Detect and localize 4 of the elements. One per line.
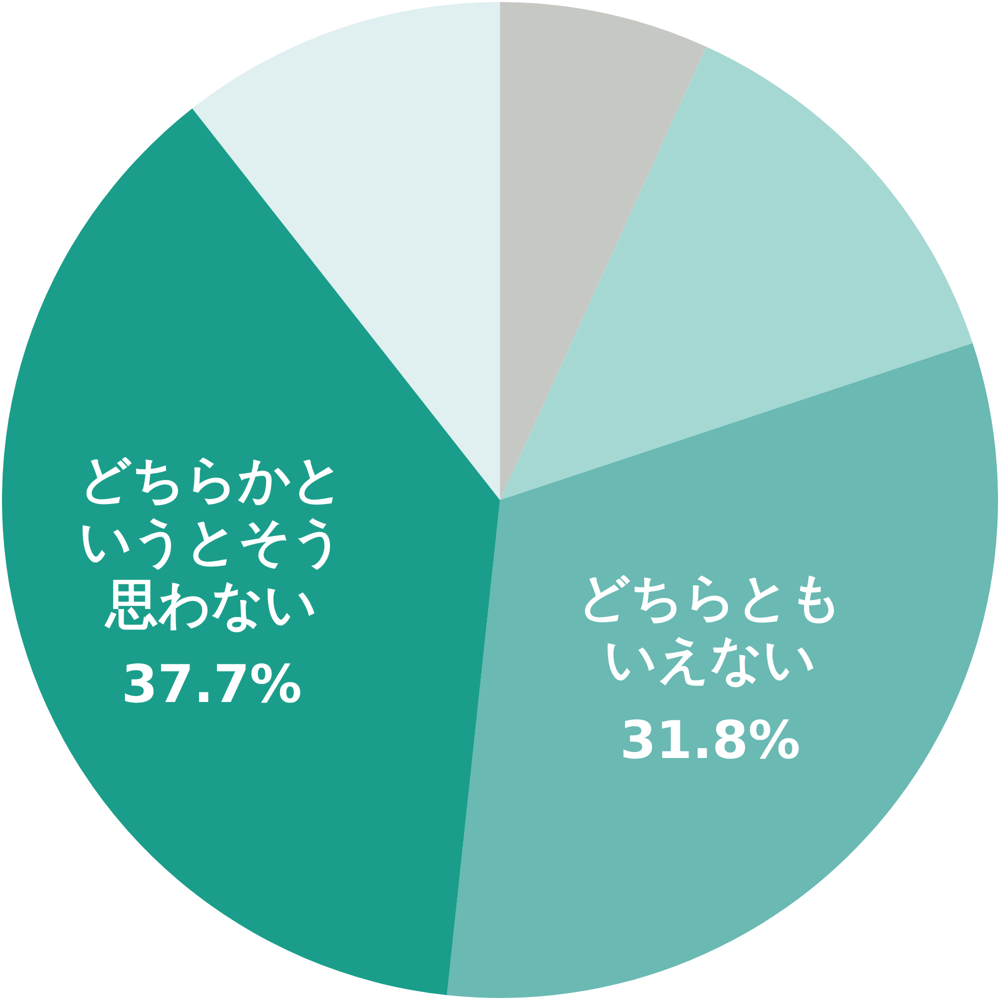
slice-label: どちらともいえない [576, 566, 844, 692]
data-label: 37.7% [120, 654, 303, 716]
slice-label: どちらかというとそう思わない [78, 448, 346, 636]
data-label: 31.8% [618, 710, 802, 772]
